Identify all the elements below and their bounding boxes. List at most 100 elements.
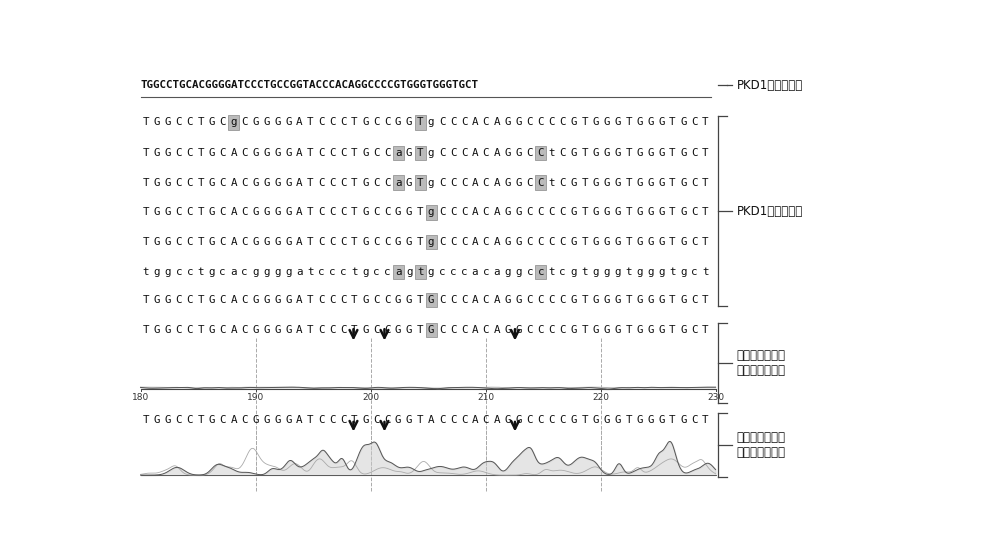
Text: T: T: [307, 208, 314, 217]
Text: G: G: [570, 208, 577, 217]
Text: C: C: [176, 178, 182, 188]
Text: C: C: [483, 415, 489, 425]
Text: C: C: [527, 148, 533, 158]
Text: G: G: [505, 118, 511, 128]
Text: G: G: [362, 325, 369, 335]
Text: c: c: [559, 267, 566, 277]
Text: G: G: [263, 148, 270, 158]
Text: T: T: [351, 295, 358, 305]
Text: T: T: [702, 208, 709, 217]
Text: T: T: [702, 325, 709, 335]
Text: G: G: [252, 237, 259, 247]
Text: G: G: [274, 325, 281, 335]
Text: G: G: [395, 295, 401, 305]
Text: T: T: [143, 295, 149, 305]
Text: C: C: [538, 325, 544, 335]
Text: C: C: [450, 178, 456, 188]
Text: T: T: [625, 325, 632, 335]
Text: G: G: [252, 295, 259, 305]
Text: A: A: [428, 415, 434, 425]
Text: G: G: [614, 178, 621, 188]
Text: T: T: [702, 295, 709, 305]
Text: A: A: [472, 237, 478, 247]
Text: G: G: [614, 118, 621, 128]
Text: G: G: [570, 178, 577, 188]
Text: G: G: [362, 237, 369, 247]
Text: G: G: [285, 295, 292, 305]
Text: C: C: [691, 118, 698, 128]
Text: A: A: [472, 295, 478, 305]
Text: g: g: [658, 267, 665, 277]
Text: G: G: [406, 178, 412, 188]
Text: T: T: [143, 178, 149, 188]
Text: C: C: [384, 178, 390, 188]
Text: G: G: [680, 415, 687, 425]
Text: T: T: [351, 237, 358, 247]
Text: G: G: [406, 208, 412, 217]
Text: C: C: [329, 415, 336, 425]
Text: G: G: [165, 178, 171, 188]
Text: c: c: [373, 267, 380, 277]
Text: G: G: [658, 178, 665, 188]
FancyBboxPatch shape: [415, 146, 426, 160]
Text: C: C: [559, 148, 566, 158]
Text: T: T: [581, 148, 588, 158]
Text: A: A: [230, 178, 237, 188]
Text: T: T: [581, 208, 588, 217]
Text: g: g: [428, 237, 434, 247]
Text: G: G: [165, 325, 171, 335]
Text: c: c: [439, 267, 445, 277]
Text: G: G: [362, 178, 369, 188]
Text: T: T: [581, 295, 588, 305]
Text: T: T: [417, 178, 423, 188]
Text: C: C: [384, 118, 390, 128]
Text: G: G: [395, 325, 401, 335]
Text: G: G: [614, 148, 621, 158]
Text: G: G: [154, 325, 160, 335]
Text: A: A: [296, 208, 303, 217]
Text: G: G: [285, 208, 292, 217]
Text: A: A: [472, 178, 478, 188]
Text: C: C: [340, 237, 347, 247]
Text: C: C: [176, 237, 182, 247]
FancyBboxPatch shape: [535, 176, 546, 190]
Text: G: G: [658, 415, 665, 425]
Text: C: C: [318, 237, 325, 247]
Text: T: T: [625, 415, 632, 425]
Text: A: A: [230, 208, 237, 217]
Text: A: A: [494, 208, 500, 217]
Text: G: G: [274, 295, 281, 305]
Text: G: G: [516, 118, 522, 128]
Text: g: g: [505, 267, 511, 277]
Text: G: G: [614, 237, 621, 247]
Text: C: C: [559, 118, 566, 128]
Text: G: G: [592, 295, 599, 305]
Text: C: C: [384, 148, 390, 158]
Text: C: C: [187, 148, 193, 158]
Text: G: G: [362, 295, 369, 305]
Text: G: G: [406, 415, 412, 425]
Text: G: G: [680, 178, 687, 188]
Text: C: C: [559, 295, 566, 305]
Text: G: G: [505, 178, 511, 188]
Text: G: G: [428, 295, 434, 305]
Text: G: G: [614, 325, 621, 335]
Text: a: a: [296, 267, 303, 277]
Text: t: t: [581, 267, 588, 277]
Text: T: T: [417, 295, 423, 305]
Text: C: C: [461, 237, 467, 247]
Text: T: T: [669, 178, 676, 188]
Text: C: C: [318, 148, 325, 158]
Text: C: C: [340, 208, 347, 217]
Text: C: C: [548, 118, 555, 128]
Text: c: c: [538, 267, 544, 277]
Text: G: G: [505, 208, 511, 217]
Text: t: t: [143, 267, 149, 277]
Text: G: G: [165, 118, 171, 128]
Text: C: C: [187, 415, 193, 425]
Text: 220: 220: [592, 392, 609, 402]
Text: c: c: [176, 267, 182, 277]
Text: A: A: [472, 208, 478, 217]
Text: T: T: [625, 148, 632, 158]
FancyBboxPatch shape: [415, 176, 426, 190]
